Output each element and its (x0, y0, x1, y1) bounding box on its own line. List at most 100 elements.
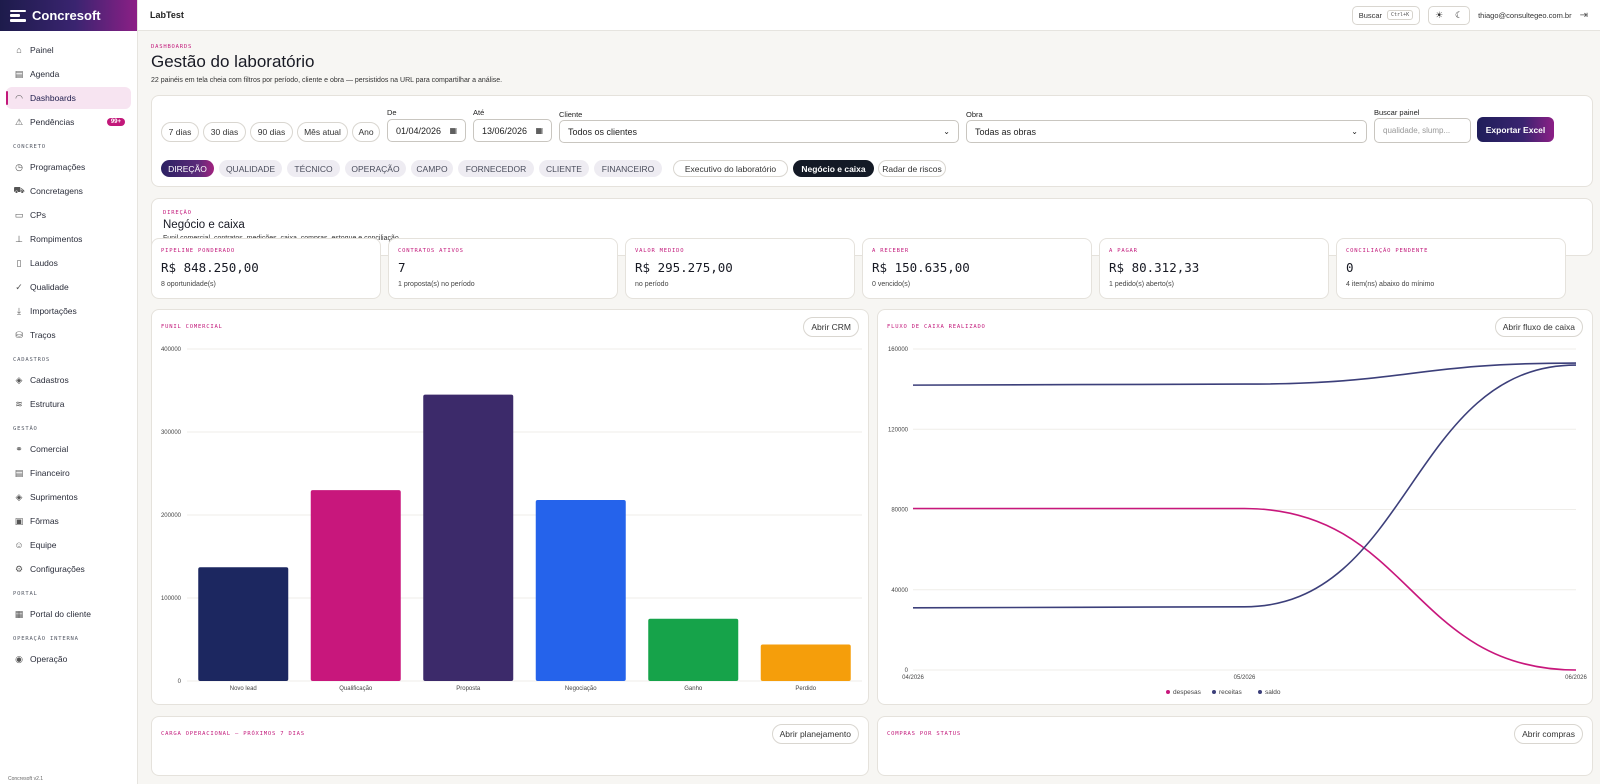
sidebar-item-qualidade[interactable]: ✓ Qualidade (6, 276, 131, 298)
sidebar-item-label: Comercial (30, 444, 69, 454)
obra-value: Todas as obras (975, 126, 1037, 137)
ate-date-input[interactable]: 13/06/2026 ▦ (473, 119, 552, 142)
bar-negociacao[interactable] (535, 500, 626, 681)
purchases-status-card: COMPRAS POR STATUS Abrir compras (877, 716, 1593, 776)
series-line-despesas[interactable] (913, 507, 1577, 671)
de-date-input[interactable]: 01/04/2026 ▦ (387, 119, 466, 142)
open-purchases-button[interactable]: Abrir compras (1514, 724, 1583, 744)
obra-select[interactable]: Todas as obras ⌄ (966, 120, 1367, 143)
range-30-days[interactable]: 30 dias (203, 122, 246, 142)
kpi-label: CONCILIAÇÃO PENDENTE (1346, 248, 1429, 254)
sidebar-item-label: Qualidade (30, 282, 69, 292)
tab-qualidade[interactable]: QUALIDADE (219, 160, 282, 177)
sidebar-item-label: Laudos (30, 258, 58, 268)
handshake-icon: ⚭ (15, 443, 23, 454)
sidebar-item-label: Equipe (30, 540, 57, 550)
sidebar-item-cps[interactable]: ▭ CPs (6, 204, 131, 226)
kpi-pipeline-ponderado: PIPELINE PONDERADO R$ 848.250,00 8 oportun… (151, 238, 381, 299)
panel-executivo[interactable]: Executivo do laboratório (673, 160, 788, 177)
sidebar-item-agenda[interactable]: ▤ Agenda (6, 63, 131, 85)
brand[interactable]: Concresoft (0, 0, 137, 31)
tab-cliente[interactable]: CLIENTE (539, 160, 589, 177)
panel-radar-riscos[interactable]: Radar de riscos (878, 160, 946, 177)
logout-icon[interactable]: ⇥ (1579, 9, 1588, 21)
export-excel-button[interactable]: Exportar Excel (1477, 117, 1554, 142)
x-tick-label: 06/2026 (1565, 675, 1587, 681)
bar-ganho[interactable] (648, 618, 739, 681)
range-current-month[interactable]: Mês atual (297, 122, 348, 142)
tab-financeiro[interactable]: FINANCEIRO (594, 160, 662, 177)
tab-operacao[interactable]: OPERAÇÃO (345, 160, 406, 177)
legend-label-receitas[interactable]: receitas (1219, 689, 1243, 696)
sidebar-item-suprimentos[interactable]: ◈ Suprimentos (6, 486, 131, 508)
x-tick-label: Negociação (565, 686, 597, 692)
receipt-icon: ▤ (14, 467, 24, 478)
sidebar-item-label: Suprimentos (30, 492, 78, 502)
sidebar-item-equipe[interactable]: ☺ Equipe (6, 534, 131, 556)
y-tick-label: 200000 (161, 513, 182, 519)
sidebar-item-concretagens[interactable]: ⛟ Concretagens (6, 180, 131, 202)
cashflow-chart-card: FLUXO DE CAIXA REALIZADO Abrir fluxo de … (877, 309, 1593, 705)
sidebar-item-configuracoes[interactable]: ⚙ Configurações (6, 558, 131, 580)
sidebar-item-painel[interactable]: ⌂ Painel (6, 39, 131, 61)
sun-icon[interactable]: ☀ (1435, 9, 1444, 20)
mold-icon: ▣ (14, 515, 24, 526)
sidebar-section-portal: PORTAL (13, 591, 38, 597)
sidebar-item-programacoes[interactable]: ◷ Programações (6, 156, 131, 178)
sidebar-item-operacao[interactable]: ◉ Operação (6, 648, 131, 670)
clock-icon: ◷ (15, 161, 23, 172)
calendar-icon[interactable]: ▦ (449, 126, 457, 135)
sidebar-item-cadastros[interactable]: ◈ Cadastros (6, 369, 131, 391)
sidebar-item-rompimentos[interactable]: ⊥ Rompimentos (6, 228, 131, 250)
sidebar-item-pendencias[interactable]: ⚠ Pendências 99+ (6, 111, 131, 133)
sidebar-item-estrutura[interactable]: ≋ Estrutura (6, 393, 131, 415)
series-line-saldo[interactable] (912, 362, 1577, 386)
app-title: LabTest (150, 10, 184, 20)
gear-icon: ⚙ (14, 563, 24, 574)
sidebar-item-portal-do-cliente[interactable]: ▦ Portal do cliente (6, 603, 131, 625)
bar-qualificacao[interactable] (310, 490, 401, 681)
tab-fornecedor[interactable]: FORNECEDOR (458, 160, 534, 177)
legend-label-saldo[interactable]: saldo (1265, 689, 1281, 696)
legend-label-despesas[interactable]: despesas (1173, 689, 1202, 696)
x-tick-label: 04/2026 (902, 675, 924, 681)
moon-icon[interactable]: ☾ (1455, 9, 1464, 20)
range-7-days[interactable]: 7 dias (161, 122, 199, 142)
bar-perdido[interactable] (760, 644, 851, 681)
kpi-description: 4 item(ns) abaixo do mínimo (1346, 281, 1435, 288)
range-year[interactable]: Ano (352, 122, 380, 142)
series-line-receitas[interactable] (912, 364, 1577, 609)
open-cashflow-button[interactable]: Abrir fluxo de caixa (1494, 317, 1583, 337)
sidebar-item-tracos[interactable]: ⛁ Traços (6, 324, 131, 346)
panel-negocio-caixa[interactable]: Negócio e caixa (793, 160, 874, 177)
sidebar-item-formas[interactable]: ▣ Fôrmas (6, 510, 131, 532)
sidebar-item-label: Dashboards (30, 93, 76, 103)
tab-campo[interactable]: CAMPO (411, 160, 453, 177)
sidebar-item-importacoes[interactable]: ⤓ Importações (6, 300, 131, 322)
global-search-button[interactable]: Buscar Ctrl+K (1351, 5, 1421, 25)
bar-novo-lead[interactable] (198, 567, 289, 681)
tab-direcao[interactable]: DIREÇÃO (161, 160, 214, 177)
sidebar-item-comercial[interactable]: ⚭ Comercial (6, 438, 131, 460)
ate-label: Até (473, 108, 485, 117)
bar-proposta[interactable] (423, 394, 514, 681)
y-tick-label: 300000 (161, 430, 182, 436)
cliente-label: Cliente (559, 110, 583, 119)
cliente-select[interactable]: Todos os clientes ⌄ (559, 120, 959, 143)
range-90-days[interactable]: 90 dias (250, 122, 293, 142)
sidebar-item-laudos[interactable]: ▯ Laudos (6, 252, 131, 274)
sidebar-section-operacao-interna: OPERAÇÃO INTERNA (13, 636, 79, 642)
sidebar-item-financeiro[interactable]: ▤ Financeiro (6, 462, 131, 484)
open-crm-button[interactable]: Abrir CRM (803, 317, 859, 337)
panel-search-input[interactable]: qualidade, slump... (1374, 118, 1471, 143)
calendar-icon[interactable]: ▦ (535, 126, 543, 135)
tab-tecnico[interactable]: TÉCNICO (287, 160, 340, 177)
shield-icon: ◉ (15, 653, 23, 664)
kpi-label: VALOR MEDIDO (635, 248, 685, 254)
theme-toggle[interactable]: ☀ ☾ (1428, 5, 1471, 25)
open-planning-button[interactable]: Abrir planejamento (771, 724, 859, 744)
panel-title: Negócio e caixa (163, 219, 245, 231)
sidebar-item-dashboards[interactable]: ◠ Dashboards (6, 87, 131, 109)
y-tick-label: 0 (178, 679, 182, 685)
search-label: Buscar (1358, 10, 1383, 20)
